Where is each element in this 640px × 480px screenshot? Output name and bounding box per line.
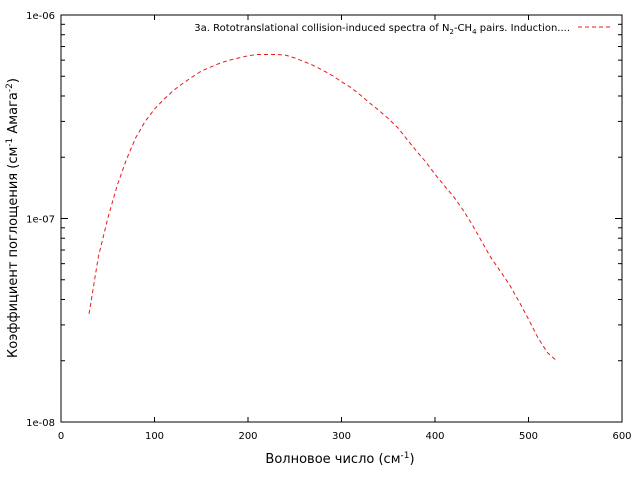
x-tick-label: 500 bbox=[519, 431, 538, 442]
y-tick-label: 1e-06 bbox=[26, 11, 55, 22]
x-axis-ticks: 0 100 200 300 400 500 600 bbox=[58, 15, 632, 442]
x-axis-title: Волновое число (см-1) bbox=[265, 451, 414, 467]
series-layer bbox=[88, 53, 557, 362]
y-axis-ticks: 1e-08 1e-07 1e-06 bbox=[26, 11, 622, 429]
y-tick-label: 1e-08 bbox=[26, 418, 55, 429]
y-tick-label: 1e-07 bbox=[26, 215, 55, 226]
legend-label: 3a. Rototranslational collision-induced … bbox=[194, 23, 570, 36]
series-line bbox=[88, 53, 557, 362]
legend: 3a. Rototranslational collision-induced … bbox=[194, 23, 612, 36]
x-tick-label: 400 bbox=[425, 431, 444, 442]
x-tick-label: 600 bbox=[612, 431, 631, 442]
x-tick-label: 100 bbox=[145, 431, 164, 442]
plot-frame bbox=[60, 14, 623, 423]
y-axis-title: Коэффициент поглощения (см-1 Амага-2) bbox=[5, 78, 21, 358]
x-tick-label: 0 bbox=[58, 431, 64, 442]
x-tick-label: 200 bbox=[238, 431, 257, 442]
x-tick-label: 300 bbox=[332, 431, 351, 442]
